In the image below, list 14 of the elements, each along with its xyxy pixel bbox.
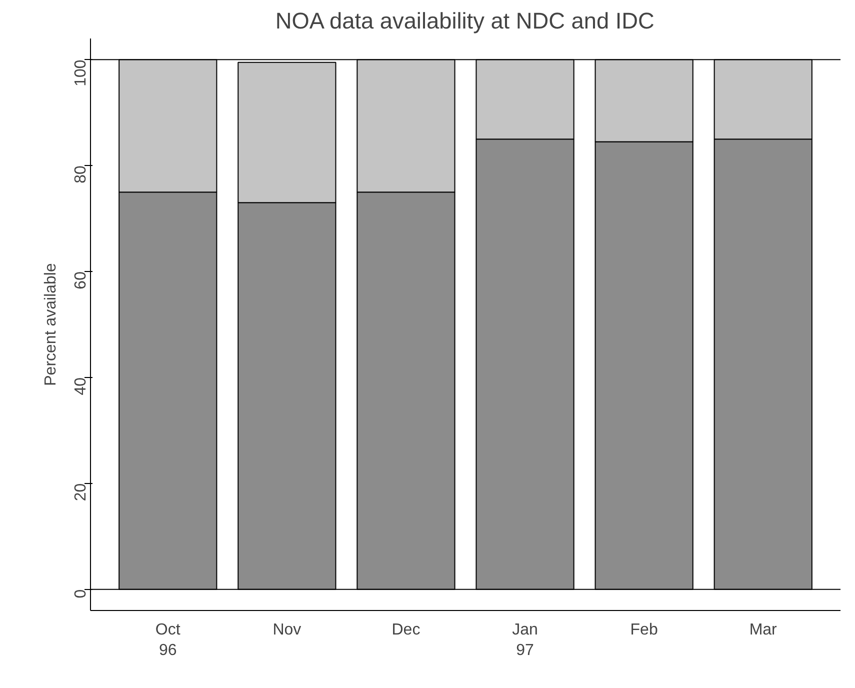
- y-tick-label: 100: [72, 60, 90, 86]
- chart-title: NOA data availability at NDC and IDC: [275, 8, 654, 34]
- y-tick-label: 40: [72, 377, 90, 396]
- x-tick-label: Oct 96: [155, 622, 181, 659]
- y-tick-label: 20: [72, 483, 90, 502]
- x-tick-label: Jan 97: [512, 622, 538, 659]
- y-axis-title: Percent available: [42, 263, 60, 386]
- y-tick-label: 0: [72, 589, 90, 598]
- x-tick-label: Feb: [630, 622, 658, 638]
- y-tick-label: 60: [72, 271, 90, 290]
- x-tick-label: Nov: [272, 622, 302, 638]
- x-tick-label: Mar: [749, 622, 778, 638]
- x-tick-label: Dec: [392, 622, 420, 638]
- y-tick-label: 80: [72, 166, 90, 184]
